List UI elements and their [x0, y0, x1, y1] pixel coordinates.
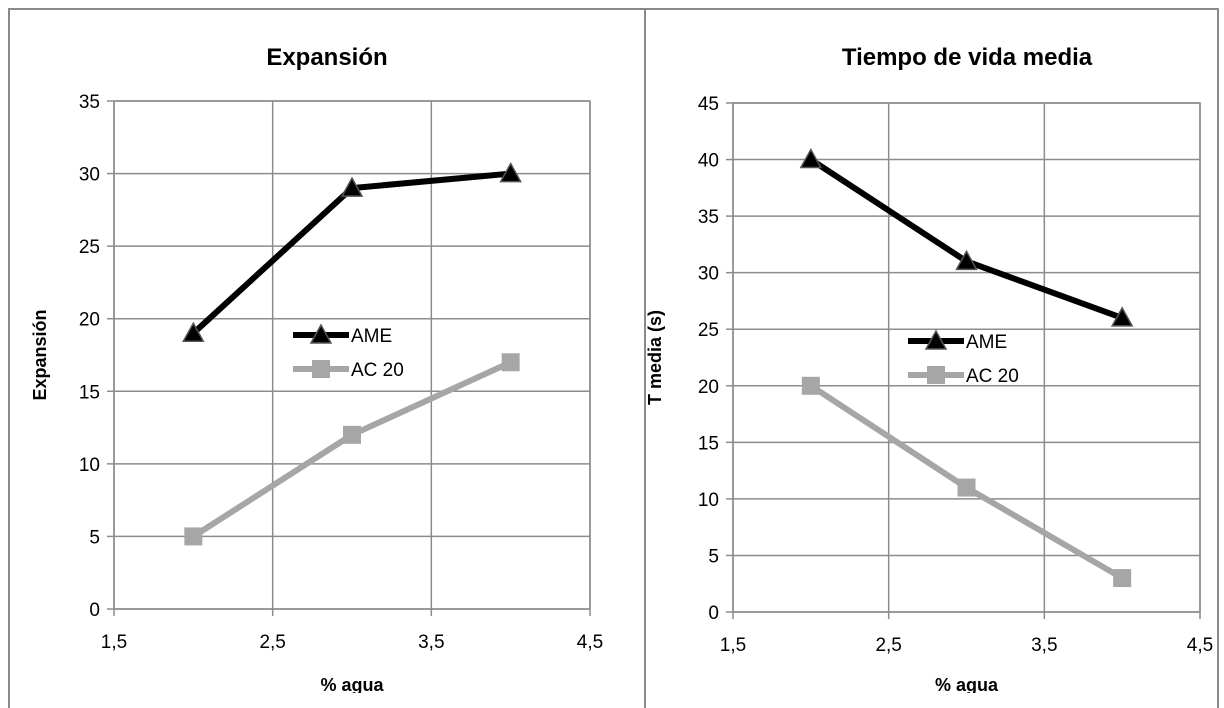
legend-label: AC 20: [966, 366, 1019, 387]
y-tick-label: 30: [698, 264, 719, 285]
x-axis-label: % agua: [320, 675, 384, 693]
y-axis-label: T media (s): [645, 310, 665, 405]
y-tick-label: 10: [79, 455, 100, 476]
x-tick-label: 4,5: [577, 632, 603, 653]
y-tick-label: 45: [698, 94, 719, 115]
charts-svg: 0 5 10 15 20 25 30 35 1,5 2,5 3,5 4,5 Expansión % agu…: [30, 44, 1213, 693]
series-line-ame: [191, 170, 511, 336]
data-point: [343, 425, 361, 444]
y-tick-label: 40: [698, 151, 719, 172]
y-tick-label: 20: [79, 310, 100, 331]
data-point: [501, 353, 520, 372]
legend-marker: [309, 323, 333, 344]
y-tick-label: 15: [79, 382, 100, 403]
y-tick-label: 30: [79, 165, 100, 186]
x-tick-label: 4,5: [1187, 635, 1213, 656]
x-tick-label: 2,5: [259, 632, 285, 653]
data-point: [801, 376, 820, 395]
y-tick-label: 35: [79, 92, 100, 113]
data-point: [499, 162, 522, 183]
left-chart-frame: [8, 8, 646, 708]
data-point: [957, 478, 976, 497]
legend-marker: [927, 366, 945, 384]
y-tick-label: 25: [698, 320, 719, 341]
series-line-ac-20: [191, 359, 512, 539]
y-tick-label: 15: [698, 433, 719, 454]
data-point: [182, 321, 205, 342]
legend-marker: [312, 360, 330, 378]
y-tick-label: 35: [698, 207, 719, 228]
x-axis-label: % agua: [935, 675, 999, 693]
data-point: [340, 176, 364, 197]
chart-title: Tiempo de vida media: [842, 44, 1093, 71]
series-line-ame: [809, 157, 1124, 321]
data-point: [955, 249, 978, 271]
legend-marker: [924, 329, 948, 350]
y-tick-label: 10: [698, 490, 719, 511]
x-tick-label: 1,5: [101, 632, 127, 653]
y-tick-label: 0: [708, 603, 719, 624]
data-point: [1113, 569, 1132, 588]
legend-label: AC 20: [351, 360, 404, 381]
x-tick-label: 1,5: [720, 635, 746, 656]
x-tick-label: 3,5: [418, 632, 444, 653]
x-tick-label: 3,5: [1031, 635, 1057, 656]
y-axis-label: Expansión: [30, 309, 50, 400]
data-point: [799, 148, 823, 169]
y-tick-label: 5: [708, 546, 719, 567]
x-tick-label: 2,5: [875, 635, 901, 656]
y-tick-label: 5: [89, 527, 100, 548]
chart-title: Expansión: [266, 44, 387, 71]
plot-area-border: [732, 102, 1201, 613]
legend-label: AME: [966, 332, 1007, 353]
data-point: [1110, 306, 1134, 327]
chart-stage: 0 5 10 15 20 25 30 35 1,5 2,5 3,5 4,5 Expansión % agu…: [8, 8, 1219, 708]
right-chart-frame: [644, 8, 1219, 708]
y-tick-label: 0: [89, 600, 100, 621]
y-tick-label: 20: [698, 377, 719, 398]
y-tick-label: 25: [79, 237, 100, 258]
chart-1: 0 5 10 15 20 25 30 35 1,5 2,5 3,5 4,5 Expansión % agu…: [30, 44, 603, 693]
legend-label: AME: [351, 326, 392, 347]
data-point: [184, 527, 203, 546]
chart-2: 0 5 10 15 20 25 30 35 40 45 1,5 2,5 3,5 4,5 Tiempo de …: [645, 44, 1213, 693]
